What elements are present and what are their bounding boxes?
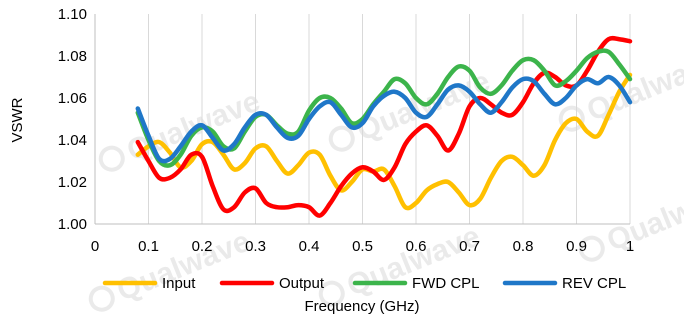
series-line-rev-cpl <box>135 74 633 164</box>
series-line-fwd-cpl <box>135 48 633 168</box>
y-tick-label: 1.02 <box>58 174 87 191</box>
legend-label-rev-cpl: REV CPL <box>562 275 626 292</box>
x-tick-label: 0.2 <box>192 238 213 255</box>
watermark-text: Qualwave <box>112 225 254 308</box>
tick-labels: 1.00 1.02 1.04 1.06 1.08 1.10 0 0.1 0.2 0.3 0.4 0.5… <box>58 6 634 255</box>
y-tick-label: 1.00 <box>58 216 87 233</box>
watermark-text: Qualwave <box>582 45 684 128</box>
x-tick-label: 0.9 <box>566 238 587 255</box>
x-tick-label: 1 <box>626 238 634 255</box>
x-tick-label: 0.6 <box>406 238 427 255</box>
watermark-text: Qualwave <box>602 175 684 258</box>
legend-label-output: Output <box>279 275 325 292</box>
chart-legend: Input Output FWD CPL REV CPL <box>102 275 626 292</box>
x-tick-label: 0.4 <box>299 238 320 255</box>
series-lines <box>135 35 633 218</box>
y-tick-label: 1.04 <box>58 132 87 149</box>
watermark: Qualwave <box>88 225 255 312</box>
legend-label-input: Input <box>162 275 196 292</box>
x-tick-label: 0.3 <box>245 238 266 255</box>
y-axis-label: VSWR <box>9 97 26 142</box>
y-tick-label: 1.06 <box>58 90 87 107</box>
x-tick-label: 0.1 <box>138 238 159 255</box>
x-axis-label: Frequency (GHz) <box>304 298 419 315</box>
x-tick-label: 0.8 <box>513 238 534 255</box>
x-tick-label: 0 <box>91 238 99 255</box>
y-tick-label: 1.10 <box>58 6 87 23</box>
x-tick-label: 0.5 <box>352 238 373 255</box>
y-tick-label: 1.08 <box>58 48 87 65</box>
legend-label-fwd-cpl: FWD CPL <box>412 275 480 292</box>
x-tick-label: 0.7 <box>459 238 480 255</box>
chart-axes <box>94 14 630 225</box>
